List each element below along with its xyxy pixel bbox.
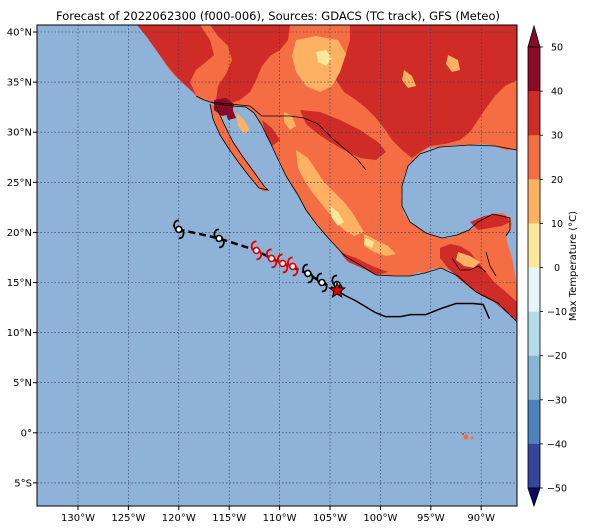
forecast-cyclone-symbol bbox=[316, 272, 328, 293]
colorbar-tick-label: 30 bbox=[551, 131, 563, 142]
map-title: Forecast of 2022062300 (f000-006), Sourc… bbox=[56, 9, 500, 23]
lat-tick-label: 0° bbox=[21, 428, 32, 439]
map-frame bbox=[36, 24, 518, 507]
lon-tick-label: 110°W bbox=[263, 513, 297, 524]
colorbar-tick-label: −30 bbox=[547, 395, 567, 406]
colorbar-tick-label: −20 bbox=[547, 351, 567, 362]
lon-tick-label: 130°W bbox=[61, 513, 95, 524]
galapagos-islands bbox=[462, 433, 474, 440]
observed-cyclone-symbol bbox=[277, 253, 289, 274]
colorbar-tick-label: 50 bbox=[551, 43, 563, 54]
observed-cyclone-symbol bbox=[250, 240, 262, 261]
cool-zone-10-20 bbox=[316, 50, 374, 248]
lon-tick-label: 125°W bbox=[111, 513, 145, 524]
lat-tick-label: 15°N bbox=[7, 278, 32, 289]
colorbar-tick-label: 40 bbox=[551, 87, 563, 98]
lat-tick-label: 25°N bbox=[7, 178, 32, 189]
colorbar-tick-label: 0 bbox=[554, 263, 560, 274]
colorbar-label: Max Temperature (°C) bbox=[568, 211, 579, 321]
lon-tick-label: 95°W bbox=[417, 513, 445, 524]
forecast-cyclone-symbol bbox=[213, 228, 225, 249]
colorbar-tick-label: −10 bbox=[547, 307, 567, 318]
observed-cyclone-symbol bbox=[287, 256, 299, 277]
tc-track bbox=[173, 219, 490, 319]
latitude-axis: 40°N 35°N 30°N 25°N 20°N 15°N 10°N 5°N 0° 5°S bbox=[7, 28, 37, 489]
observed-cyclone-symbol bbox=[265, 248, 278, 269]
forecast-cyclone-symbol bbox=[302, 263, 314, 284]
lon-tick-label: 120°W bbox=[162, 513, 196, 524]
lat-tick-label: 40°N bbox=[7, 28, 32, 39]
forecast-cyclone-symbol bbox=[173, 219, 185, 240]
longitude-axis: 130°W 125°W 120°W 115°W 110°W 105°W 100°W 95°W 9… bbox=[61, 506, 495, 524]
coastlines-borders bbox=[195, 95, 517, 323]
colorbar-tick-label: −50 bbox=[547, 484, 567, 495]
lon-tick-label: 100°W bbox=[363, 513, 397, 524]
observed-track-line bbox=[336, 289, 490, 319]
colorbar-tick-label: 20 bbox=[551, 175, 563, 186]
grid-lines bbox=[37, 25, 517, 506]
lat-tick-label: 35°N bbox=[7, 78, 32, 89]
lon-tick-label: 105°W bbox=[313, 513, 347, 524]
lat-tick-label: 20°N bbox=[7, 228, 32, 239]
map-area bbox=[37, 25, 517, 506]
lon-tick-label: 115°W bbox=[212, 513, 246, 524]
baja-california bbox=[210, 104, 268, 192]
lat-tick-label: 30°N bbox=[7, 128, 32, 139]
lon-tick-label: 90°W bbox=[467, 513, 495, 524]
current-position-star bbox=[328, 281, 347, 299]
lat-tick-label: 5°N bbox=[13, 378, 32, 389]
colorbar-tick-label: 10 bbox=[551, 219, 563, 230]
lat-tick-label: 5°S bbox=[14, 478, 32, 489]
colorbar: 50 40 30 20 10 0 −10 −20 −30 −40 −50 Max Temperatu… bbox=[527, 24, 579, 508]
colorbar-tick-label: −40 bbox=[547, 439, 567, 450]
lat-tick-label: 10°N bbox=[7, 328, 32, 339]
